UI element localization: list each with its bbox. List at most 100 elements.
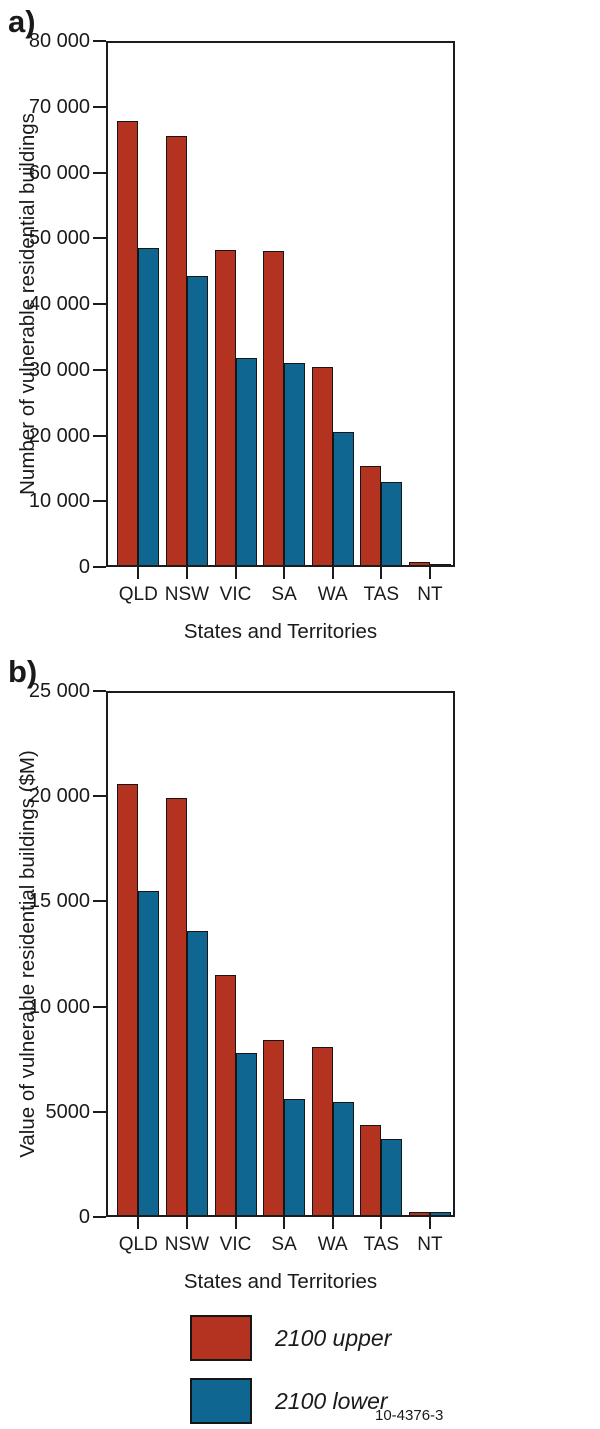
- bar-tas-lower: [381, 1139, 403, 1215]
- bar-wa-upper: [311, 367, 333, 565]
- legend-swatch-lower: [190, 1378, 252, 1424]
- x-category-label-qld: QLD: [118, 584, 158, 605]
- bar-tas-lower: [381, 482, 403, 565]
- x-category-label-nt: NT: [417, 1234, 443, 1255]
- x-tick-mark: [428, 567, 431, 579]
- panel-b: b) Value of vulnerable residential build…: [0, 650, 600, 1310]
- bar-nt-lower: [429, 563, 451, 565]
- legend-label-upper: 2100 upper: [275, 1325, 392, 1351]
- y-tick-mark: [93, 171, 106, 174]
- bar-wa-lower: [332, 431, 354, 565]
- x-tick-mark: [185, 1217, 188, 1229]
- panel-b-label: b): [8, 654, 38, 689]
- y-tick-label: 60 000: [28, 161, 90, 184]
- x-tick-mark: [283, 1217, 286, 1229]
- x-category-label-nsw: NSW: [164, 584, 210, 605]
- y-tick-label: 10 000: [28, 490, 90, 513]
- panel-b-y-axis-title: Value of vulnerable residential building…: [16, 750, 39, 1158]
- bar-nt-lower: [429, 1211, 451, 1215]
- panel-a-label: a): [8, 4, 36, 39]
- y-tick-mark: [93, 1005, 106, 1008]
- x-tick-mark: [137, 567, 140, 579]
- bar-nsw-upper: [165, 798, 187, 1215]
- bar-sa-lower: [284, 362, 306, 565]
- y-tick-mark: [93, 368, 106, 371]
- y-tick-label: 0: [78, 556, 90, 578]
- y-tick-mark: [93, 795, 106, 798]
- x-category-label-wa: WA: [317, 1234, 348, 1255]
- x-tick-mark: [380, 1217, 383, 1229]
- x-category-label-sa: SA: [271, 584, 297, 605]
- y-tick-mark: [93, 900, 106, 903]
- y-tick-mark: [93, 690, 106, 692]
- y-tick-label: 25 000: [28, 680, 90, 702]
- bar-qld-lower: [138, 890, 160, 1215]
- y-tick-label: 20 000: [28, 785, 90, 808]
- x-category-label-wa: WA: [317, 584, 348, 605]
- legend-swatch-upper: [190, 1315, 252, 1361]
- y-tick-label: 15 000: [28, 890, 90, 913]
- y-tick-mark: [93, 237, 106, 240]
- y-tick-label: 20 000: [28, 424, 90, 447]
- x-category-label-tas: TAS: [363, 1234, 400, 1255]
- y-tick-label: 70 000: [28, 95, 90, 118]
- bar-qld-upper: [117, 121, 139, 565]
- bar-vic-lower: [235, 1053, 257, 1215]
- bar-nsw-lower: [186, 276, 208, 565]
- bar-vic-lower: [235, 357, 257, 565]
- bar-qld-lower: [138, 248, 160, 565]
- bar-nt-upper: [408, 1211, 430, 1215]
- panel-b-x-axis-title: States and Territories: [183, 1270, 378, 1293]
- y-tick-label: 0: [78, 1206, 90, 1228]
- x-tick-mark: [234, 1217, 237, 1229]
- y-tick-mark: [93, 500, 106, 503]
- bar-sa-upper: [263, 1040, 285, 1215]
- y-tick-label: 10 000: [28, 995, 90, 1018]
- panel-a-x-axis-title: States and Territories: [183, 620, 378, 643]
- y-tick-mark: [93, 105, 106, 108]
- bar-nsw-upper: [165, 136, 187, 565]
- panel-a: a) Number of vulnerable residential buil…: [0, 0, 600, 650]
- y-tick-mark: [93, 40, 106, 42]
- y-tick-label: 80 000: [28, 30, 90, 52]
- y-tick-label: 5000: [45, 1100, 91, 1123]
- x-category-label-nsw: NSW: [164, 1234, 210, 1255]
- x-category-label-nt: NT: [417, 584, 443, 605]
- x-tick-mark: [428, 1217, 431, 1229]
- bar-tas-upper: [360, 1124, 382, 1215]
- y-tick-label: 40 000: [28, 293, 90, 315]
- bar-vic-upper: [214, 250, 236, 565]
- bar-qld-upper: [117, 783, 139, 1215]
- y-tick-mark: [93, 566, 106, 568]
- x-tick-mark: [283, 567, 286, 579]
- x-tick-mark: [137, 1217, 140, 1229]
- legend-label-lower: 2100 lower: [275, 1388, 388, 1414]
- x-category-label-sa: SA: [271, 1234, 297, 1255]
- x-category-label-vic: VIC: [219, 1234, 252, 1255]
- x-tick-mark: [331, 567, 334, 579]
- panel-b-plot-area: [106, 691, 455, 1217]
- y-tick-label: 50 000: [28, 227, 90, 250]
- y-tick-label: 30 000: [28, 358, 90, 381]
- x-tick-mark: [234, 567, 237, 579]
- y-tick-mark: [93, 1216, 106, 1218]
- x-category-label-qld: QLD: [118, 1234, 158, 1255]
- x-tick-mark: [380, 567, 383, 579]
- x-tick-mark: [185, 567, 188, 579]
- bar-vic-upper: [214, 975, 236, 1215]
- y-tick-mark: [93, 434, 106, 437]
- y-tick-mark: [93, 1110, 106, 1113]
- bar-wa-upper: [311, 1046, 333, 1215]
- y-tick-mark: [93, 303, 106, 305]
- x-category-label-vic: VIC: [219, 584, 252, 605]
- x-tick-mark: [331, 1217, 334, 1229]
- bar-nt-upper: [408, 562, 430, 565]
- bar-tas-upper: [360, 466, 382, 565]
- panel-a-plot-area: [106, 41, 455, 567]
- x-category-label-tas: TAS: [363, 584, 400, 605]
- figure-code: 10-4376-3: [375, 1407, 444, 1424]
- bar-nsw-lower: [186, 930, 208, 1215]
- bar-wa-lower: [332, 1102, 354, 1215]
- bar-sa-lower: [284, 1099, 306, 1215]
